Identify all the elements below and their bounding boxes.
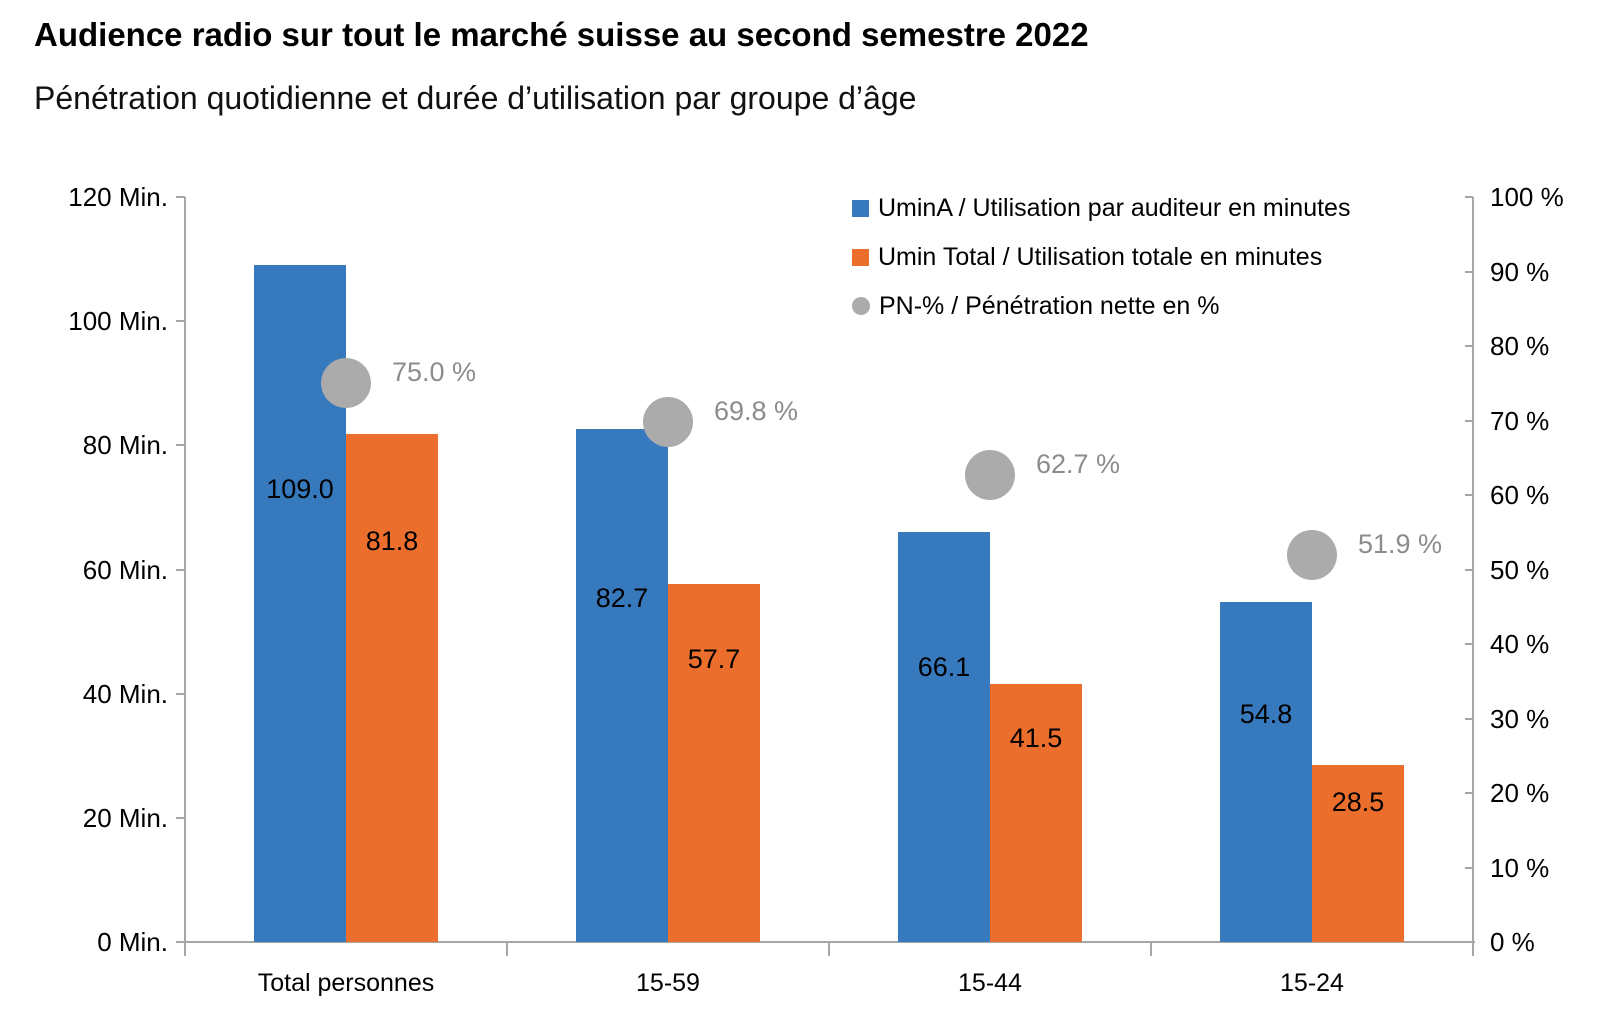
x-axis-tick — [1472, 942, 1474, 956]
y-axis-left-tick — [176, 320, 185, 323]
bar-umina — [898, 531, 990, 942]
y-axis-right-tick-label: 70 % — [1490, 405, 1550, 436]
x-axis-tick — [184, 942, 186, 956]
bar-umin-total-value-label: 81.8 — [365, 525, 419, 556]
y-axis-right-tick — [1465, 717, 1473, 720]
y-axis-left-tick-label: 0 Min. — [97, 927, 168, 957]
legend-square-icon — [852, 248, 869, 266]
legend-item: Umin Total / Utilisation totale en minut… — [852, 242, 1322, 272]
y-axis-right-tick-label: 60 % — [1490, 480, 1550, 510]
x-axis-tick — [1150, 942, 1152, 956]
y-axis-right-tick-label: 30 % — [1490, 703, 1550, 734]
y-axis-left-tick-label: 100 Min. — [68, 306, 168, 337]
y-axis-right-tick-label: 0 % — [1490, 927, 1535, 957]
legend-item-label: UminA / Utilisation par auditeur en minu… — [878, 193, 1351, 222]
pn-value-label: 75.0 % — [392, 357, 477, 388]
legend-circle-icon — [852, 297, 870, 315]
chart-subtitle: Pénétration quotidienne et durée d’utili… — [34, 80, 917, 116]
category-label: Total personnes — [257, 969, 435, 997]
legend-item: UminA / Utilisation par auditeur en minu… — [852, 193, 1350, 223]
y-axis-right-tick-label: 20 % — [1490, 778, 1550, 808]
y-axis-left-tick-label: 120 Min. — [68, 182, 168, 212]
y-axis-right-tick — [1465, 419, 1473, 422]
bar-umina-value-label: 109.0 — [266, 473, 334, 504]
y-axis-right-tick-label: 90 % — [1490, 256, 1550, 287]
x-axis-line — [185, 941, 1475, 943]
y-axis-right-tick-label: 50 % — [1490, 554, 1550, 585]
y-axis-right-tick — [1465, 270, 1473, 273]
y-axis-left-tick — [176, 568, 185, 571]
bar-umin-total-value-label: 28.5 — [1331, 787, 1385, 818]
y-axis-left-tick-label: 60 Min. — [82, 554, 168, 585]
y-axis-left-tick — [176, 816, 185, 819]
bar-umina-value-label: 54.8 — [1239, 699, 1293, 730]
y-axis-right-tick — [1465, 792, 1473, 794]
bar-umin-total-value-label: 57.7 — [687, 644, 741, 674]
bar-umin-total — [668, 583, 760, 942]
pn-dot-marker — [321, 358, 371, 409]
bar-umin-total — [990, 684, 1082, 942]
category-label: 15-44 — [958, 969, 1022, 997]
chart-title: Audience radio sur tout le marché suisse… — [34, 16, 1089, 53]
y-axis-left-tick — [176, 692, 185, 695]
y-axis-right-tick — [1465, 345, 1473, 347]
category-label: 15-24 — [1280, 969, 1344, 997]
y-axis-left-tick-label: 20 Min. — [82, 802, 168, 833]
y-axis-right-tick — [1465, 941, 1473, 943]
pn-dot-marker — [965, 449, 1015, 500]
y-axis-right-tick-label: 40 % — [1490, 629, 1550, 659]
legend-square-icon — [852, 199, 869, 217]
y-axis-right-tick — [1465, 643, 1473, 645]
y-axis-right-tick — [1465, 196, 1473, 198]
legend-item-label: Umin Total / Utilisation totale en minut… — [878, 242, 1323, 271]
pn-value-label: 51.9 % — [1358, 529, 1443, 560]
bar-umin-total — [346, 434, 438, 942]
pn-dot-marker — [643, 396, 693, 447]
x-axis-tick — [828, 942, 830, 956]
bar-umina-value-label: 66.1 — [917, 652, 971, 683]
y-axis-right-tick — [1465, 866, 1473, 869]
legend-item-label: PN-% / Pénétration nette en % — [879, 291, 1220, 320]
y-axis-right-tick — [1465, 568, 1473, 571]
y-axis-right-line — [1472, 197, 1474, 956]
x-axis-tick — [506, 942, 508, 956]
y-axis-right-tick-label: 10 % — [1490, 852, 1550, 883]
y-axis-left-line — [184, 197, 186, 956]
y-axis-right-tick-label: 100 % — [1490, 182, 1564, 212]
y-axis-left-tick-label: 80 Min. — [82, 430, 168, 461]
pn-value-label: 62.7 % — [1036, 448, 1121, 479]
bar-umina — [1220, 601, 1312, 942]
bar-umin-total — [1312, 765, 1404, 942]
y-axis-right-tick — [1465, 494, 1473, 496]
y-axis-left-tick-label: 40 Min. — [82, 678, 168, 709]
pn-value-label: 69.8 % — [714, 395, 799, 426]
y-axis-left-tick — [176, 941, 185, 943]
pn-dot-marker — [1287, 530, 1337, 581]
bar-umina — [576, 428, 668, 942]
y-axis-left-tick — [176, 444, 185, 447]
legend-item: PN-% / Pénétration nette en % — [852, 291, 1219, 321]
category-label: 15-59 — [636, 969, 700, 997]
bar-umina-value-label: 82.7 — [595, 583, 649, 613]
y-axis-right-tick-label: 80 % — [1490, 331, 1550, 361]
bar-umin-total-value-label: 41.5 — [1009, 723, 1063, 754]
y-axis-left-tick — [176, 196, 185, 198]
